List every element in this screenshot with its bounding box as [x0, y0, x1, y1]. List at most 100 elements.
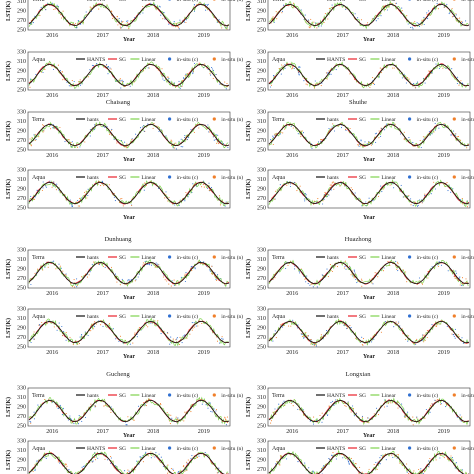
insitu-point: [380, 331, 382, 333]
legend-label: in-situ (n): [221, 0, 243, 3]
legend-marker: [452, 175, 456, 179]
insitu-point: [413, 83, 415, 85]
insitu-point: [374, 133, 376, 135]
insitu-point: [51, 186, 53, 188]
insitu-point: [171, 417, 173, 419]
insitu-point: [134, 469, 136, 471]
insitu-point: [72, 344, 74, 346]
y-tick-label: 270: [257, 414, 266, 420]
y-tick-label: 250: [17, 286, 26, 292]
insitu-point: [321, 82, 323, 84]
insitu-point: [454, 337, 456, 339]
insitu-point: [77, 205, 79, 207]
y-tick-label: 250: [257, 286, 266, 292]
insitu-point: [333, 404, 335, 406]
insitu-point: [119, 26, 121, 28]
site-title: Longxian: [346, 371, 372, 378]
insitu-point: [414, 201, 416, 203]
insitu-point: [331, 126, 333, 128]
insitu-point: [54, 8, 56, 10]
legend-label: in-situ (n): [221, 116, 243, 123]
insitu-point: [126, 20, 128, 22]
insitu-point: [310, 18, 312, 20]
insitu-point: [408, 78, 410, 80]
insitu-point: [30, 23, 32, 25]
insitu-point: [375, 407, 378, 409]
insitu-point: [435, 63, 437, 65]
legend-marker: [408, 175, 412, 179]
insitu-point: [36, 460, 38, 462]
insitu-point: [297, 324, 299, 326]
insitu-point: [269, 86, 272, 88]
legend-marker: [408, 314, 412, 318]
insitu-point: [314, 22, 317, 24]
insitu-point: [185, 73, 187, 75]
insitu-point: [186, 469, 188, 471]
insitu-point: [324, 192, 327, 194]
insitu-point: [290, 125, 292, 127]
insitu-point: [32, 22, 34, 24]
insitu-point: [115, 338, 117, 340]
y-tick-label: 290: [17, 458, 26, 464]
insitu-point: [418, 468, 420, 471]
insitu-point: [133, 334, 136, 336]
insitu-point: [57, 461, 59, 463]
insitu-point: [97, 263, 99, 265]
insitu-point: [59, 462, 61, 464]
sg-series-line: [28, 452, 230, 474]
insitu-point: [67, 419, 69, 421]
insitu-point: [307, 19, 309, 21]
insitu-point: [142, 12, 144, 14]
insitu-point: [292, 405, 294, 407]
insitu-point: [208, 131, 210, 133]
x-tick-label: 2016: [46, 153, 58, 159]
x-axis-label: Year: [363, 215, 375, 221]
linear-series-line: [28, 450, 229, 474]
insitu-point: [191, 270, 193, 272]
legend-label: Linear: [141, 255, 156, 261]
x-tick-label: 2018: [147, 291, 159, 297]
legend-label: in-situ (c): [177, 116, 199, 123]
legend-label: Linear: [141, 314, 156, 320]
insitu-point: [44, 266, 46, 268]
insitu-point: [428, 10, 430, 12]
insitu-point: [331, 455, 333, 457]
y-axis-label: LST(K): [245, 450, 252, 470]
insitu-point: [45, 9, 47, 11]
insitu-point: [215, 409, 218, 411]
insitu-point: [42, 71, 44, 74]
insitu-point: [185, 19, 188, 21]
insitu-point: [154, 456, 156, 458]
y-tick-label: 250: [17, 345, 26, 351]
insitu-point: [280, 73, 282, 75]
y-tick-label: 290: [17, 405, 26, 411]
x-tick-label: 2019: [438, 429, 450, 435]
insitu-point: [43, 130, 45, 132]
insitu-point: [445, 406, 447, 408]
legend-label: hants: [327, 175, 339, 181]
insitu-point: [169, 343, 171, 345]
insitu-point: [459, 17, 461, 19]
satellite-label: Aqua: [272, 314, 285, 320]
insitu-point: [94, 456, 96, 458]
insitu-point: [35, 73, 37, 75]
insitu-point: [110, 406, 112, 408]
insitu-point: [83, 465, 85, 467]
chart-panel: LST(K) 330 310 290 270 250 2016 2017 2018 2019 Yea…: [245, 386, 474, 440]
x-tick-label: 2019: [438, 350, 450, 356]
insitu-point: [293, 181, 296, 183]
insitu-point: [325, 72, 327, 74]
insitu-point: [185, 272, 187, 274]
insitu-point: [379, 463, 381, 465]
insitu-point: [434, 325, 436, 327]
insitu-point: [332, 400, 334, 402]
insitu-point: [422, 136, 424, 138]
insitu-point: [135, 133, 137, 135]
legend-label: HANTS: [327, 393, 345, 399]
x-tick-label: 2016: [286, 429, 298, 435]
insitu-point: [78, 415, 80, 417]
legend-label: SG: [359, 314, 366, 320]
insitu-point: [55, 268, 57, 270]
insitu-point: [450, 455, 452, 457]
insitu-point: [109, 409, 111, 411]
